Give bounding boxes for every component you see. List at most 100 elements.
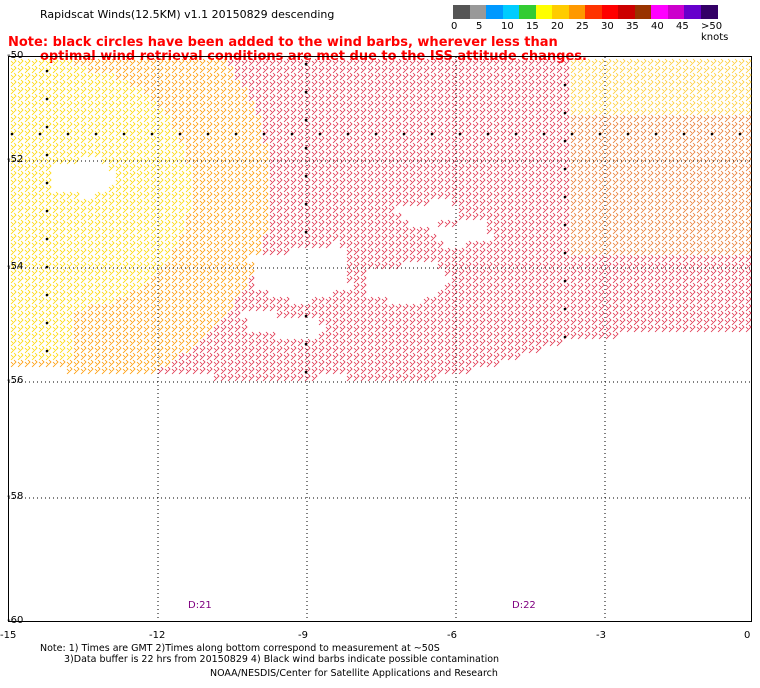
wind-barb — [150, 121, 157, 130]
wind-barb — [591, 324, 598, 333]
wind-barb — [640, 107, 647, 116]
wind-barb — [346, 268, 353, 277]
wind-barb — [24, 86, 31, 95]
wind-barb — [633, 72, 640, 81]
wind-barb — [542, 233, 549, 242]
wind-barb — [563, 156, 570, 165]
wind-barb — [563, 289, 570, 298]
wind-barb — [227, 310, 234, 319]
wind-barb — [87, 275, 94, 284]
wind-barb — [24, 128, 31, 137]
wind-barb — [528, 310, 535, 319]
wind-barb — [339, 170, 346, 179]
wind-barb — [465, 128, 472, 137]
wind-barb — [234, 156, 241, 165]
wind-barb — [493, 163, 500, 172]
wind-barb — [717, 205, 724, 214]
wind-barb — [577, 149, 584, 158]
wind-barb — [24, 65, 31, 74]
wind-barb — [227, 303, 234, 312]
wind-barb — [738, 107, 745, 116]
wind-barb — [514, 107, 521, 116]
wind-barb — [647, 184, 654, 193]
wind-barb — [346, 72, 353, 81]
wind-barb — [493, 177, 500, 186]
wind-barb — [542, 79, 549, 88]
wind-barb — [374, 170, 381, 179]
wind-barb — [605, 128, 612, 137]
wind-barb — [66, 366, 73, 375]
wind-barb — [479, 282, 486, 291]
wind-barb — [661, 163, 668, 172]
wind-barb — [703, 324, 710, 333]
wind-barb — [325, 128, 332, 137]
wind-barb — [535, 86, 542, 95]
wind-barb — [262, 121, 269, 130]
wind-barb — [108, 303, 115, 312]
wind-barb — [45, 275, 52, 284]
wind-barb — [157, 324, 164, 333]
wind-barb — [647, 100, 654, 109]
wind-barb — [94, 219, 101, 228]
wind-barb — [381, 198, 388, 207]
wind-barb — [535, 268, 542, 277]
wind-barb — [94, 359, 101, 368]
wind-barb — [192, 72, 199, 81]
quality-flag-dot — [304, 202, 308, 206]
wind-barb — [157, 79, 164, 88]
quality-flag-dot — [304, 370, 308, 374]
wind-barb — [500, 149, 507, 158]
wind-barb — [591, 331, 598, 340]
wind-barb — [101, 72, 108, 81]
wind-barb — [164, 114, 171, 123]
wind-barb — [654, 282, 661, 291]
wind-barb — [542, 268, 549, 277]
wind-barb — [689, 149, 696, 158]
wind-barb — [213, 338, 220, 347]
wind-barb — [59, 352, 66, 361]
wind-barb — [514, 275, 521, 284]
wind-barb — [59, 317, 66, 326]
wind-barb — [59, 65, 66, 74]
wind-barb — [402, 352, 409, 361]
wind-barb — [507, 198, 514, 207]
wind-barb — [647, 156, 654, 165]
wind-barb — [318, 121, 325, 130]
wind-barb — [535, 303, 542, 312]
wind-barb — [542, 58, 549, 67]
wind-barb — [199, 170, 206, 179]
wind-barb — [556, 296, 563, 305]
wind-barb — [101, 240, 108, 249]
wind-barb — [423, 149, 430, 158]
wind-barb — [395, 163, 402, 172]
wind-barb — [101, 114, 108, 123]
wind-barb — [283, 303, 290, 312]
wind-barb — [689, 205, 696, 214]
wind-barb — [388, 121, 395, 130]
wind-barb — [220, 86, 227, 95]
wind-barb — [59, 72, 66, 81]
wind-barb — [696, 282, 703, 291]
wind-barb — [584, 191, 591, 200]
wind-barb — [444, 107, 451, 116]
wind-barb — [724, 128, 731, 137]
wind-barb — [381, 240, 388, 249]
wind-barb — [640, 191, 647, 200]
wind-barb — [136, 212, 143, 221]
wind-barb — [437, 359, 444, 368]
wind-barb — [598, 156, 605, 165]
wind-barb — [486, 93, 493, 102]
wind-barb — [675, 261, 682, 270]
wind-barb — [689, 65, 696, 74]
wind-barb — [185, 240, 192, 249]
wind-barb — [591, 261, 598, 270]
wind-barb — [731, 86, 738, 95]
wind-barb — [213, 226, 220, 235]
wind-barb — [10, 79, 17, 88]
wind-barb — [136, 198, 143, 207]
wind-barb — [360, 366, 367, 375]
wind-barb — [500, 282, 507, 291]
wind-barb — [535, 219, 542, 228]
wind-barb — [633, 163, 640, 172]
wind-barb — [374, 373, 381, 382]
